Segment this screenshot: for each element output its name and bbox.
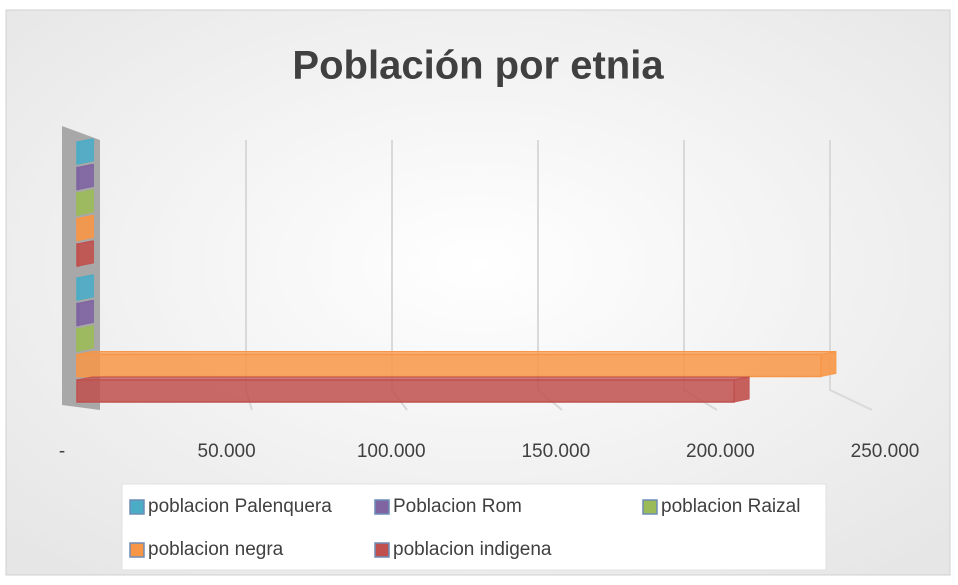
bar [76, 376, 750, 403]
bar [76, 240, 95, 267]
bar-face [76, 141, 80, 165]
x-tick-label: 100.000 [357, 441, 426, 462]
bar-face [78, 240, 95, 267]
bar-face [76, 277, 80, 301]
legend-label: poblacion negra [148, 539, 284, 560]
bar [76, 299, 95, 327]
x-tick-label: 250.000 [851, 441, 920, 462]
x-tick-label: 200.000 [686, 441, 755, 462]
legend-box [121, 483, 827, 571]
bar-face [78, 274, 95, 301]
bar [76, 325, 95, 352]
bar-face [76, 243, 80, 267]
x-tick-label: 150.000 [521, 441, 590, 462]
bar [76, 274, 95, 301]
bar-face [76, 328, 80, 352]
x-tick-label: - [59, 441, 65, 462]
bar [76, 214, 95, 242]
bar-face [733, 376, 750, 403]
bar [76, 138, 95, 165]
bar-face [76, 379, 735, 403]
bar [76, 163, 95, 191]
bar [76, 350, 837, 378]
bar-face [78, 299, 95, 327]
bar [76, 189, 95, 216]
x-tick-label: 50.000 [198, 441, 256, 462]
bar-face [78, 163, 95, 191]
bar-face [76, 302, 80, 327]
bar-face [76, 192, 80, 216]
bar-face [78, 214, 95, 242]
bar-face [78, 138, 95, 165]
legend-label: Poblacion Rom [393, 496, 522, 517]
bar-face [78, 189, 95, 216]
legend-swatch [129, 542, 145, 558]
legend-swatch [374, 542, 390, 558]
chart-title: Población por etnia [292, 44, 664, 88]
legend-swatch [642, 499, 658, 515]
bar-face [76, 353, 822, 378]
bar-face [78, 325, 95, 352]
legend-label: poblacion Raizal [661, 496, 800, 517]
bar-face [76, 217, 80, 242]
bar-face [76, 166, 80, 191]
legend-label: poblacion Palenquera [148, 496, 332, 517]
grid-line [829, 140, 873, 411]
legend-label: poblacion indigena [393, 539, 552, 560]
chart-area [5, 9, 951, 576]
legend-swatch [374, 499, 390, 515]
legend-swatch [129, 499, 145, 515]
bar-face [820, 350, 837, 378]
